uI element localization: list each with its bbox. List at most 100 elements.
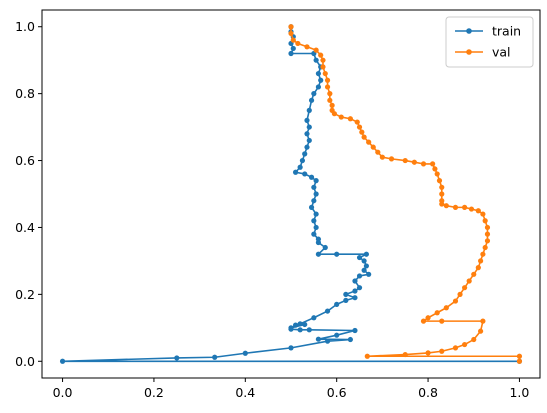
- point-train-11: [306, 327, 312, 333]
- point-val-8: [471, 336, 477, 343]
- point-train-51: [297, 164, 303, 170]
- point-train-15: [302, 321, 308, 328]
- point-train-63: [318, 77, 324, 83]
- point-val-49: [370, 144, 376, 150]
- point-train-20: [334, 301, 340, 307]
- point-train-29: [361, 267, 367, 273]
- point-train-56: [304, 131, 310, 137]
- x-tick-label-0: 0.0: [53, 385, 73, 400]
- point-val-6: [452, 345, 459, 351]
- point-val-13: [425, 315, 431, 321]
- point-val-43: [420, 161, 427, 167]
- y-tick-label-0: 0.0: [15, 354, 35, 369]
- point-train-49: [302, 171, 308, 177]
- point-train-25: [356, 285, 363, 291]
- point-val-4: [425, 350, 431, 356]
- point-val-51: [361, 134, 367, 140]
- point-train-44: [311, 198, 317, 204]
- point-val-19: [466, 278, 472, 284]
- point-train-42: [313, 211, 319, 217]
- point-train-19: [324, 308, 331, 314]
- point-train-16: [288, 325, 294, 331]
- point-val-14: [434, 310, 440, 316]
- point-train-17: [297, 321, 303, 327]
- point-train-2: [174, 355, 180, 361]
- series-layer: [59, 24, 523, 364]
- point-train-18: [311, 315, 317, 321]
- y-tick-label-5: 1.0: [15, 19, 35, 34]
- point-train-35: [315, 251, 322, 257]
- point-train-50: [292, 169, 299, 175]
- x-tick-label-2: 0.4: [235, 385, 255, 400]
- point-val-27: [484, 224, 491, 231]
- point-val-47: [379, 154, 385, 160]
- point-val-44: [411, 159, 417, 165]
- point-train-38: [315, 236, 322, 242]
- point-train-62: [315, 84, 322, 90]
- point-train-60: [308, 97, 315, 103]
- point-val-21: [475, 265, 481, 271]
- point-val-71: [290, 37, 296, 43]
- point-train-43: [308, 204, 315, 210]
- point-train-64: [315, 70, 322, 77]
- point-train-8: [315, 336, 322, 342]
- point-train-10: [352, 327, 358, 334]
- point-val-73: [288, 24, 294, 30]
- y-tick-label-1: 0.2: [15, 287, 35, 302]
- point-val-29: [480, 211, 486, 217]
- point-val-52: [359, 129, 365, 135]
- legend-marker-val: [466, 49, 472, 55]
- point-val-38: [439, 184, 445, 190]
- point-val-37: [439, 191, 445, 197]
- point-val-31: [468, 206, 475, 212]
- point-train-34: [334, 251, 340, 257]
- point-val-23: [480, 251, 486, 257]
- point-val-2: [364, 353, 370, 359]
- point-train-41: [311, 218, 317, 224]
- point-val-56: [338, 114, 344, 120]
- point-train-40: [313, 224, 319, 231]
- point-train-23: [343, 291, 349, 297]
- point-val-69: [304, 44, 310, 50]
- point-val-17: [457, 291, 463, 297]
- x-tick-label-1: 0.2: [144, 385, 164, 400]
- point-train-53: [302, 151, 308, 157]
- x-tick-label-5: 1.0: [509, 385, 529, 400]
- x-axis: 0.0 0.2 0.4 0.6 0.8 1.0: [53, 378, 529, 400]
- point-val-28: [482, 218, 488, 224]
- point-train-33: [363, 251, 369, 257]
- point-train-6: [324, 338, 331, 344]
- series-train: [59, 24, 523, 364]
- y-tick-label-3: 0.6: [15, 153, 35, 168]
- point-val-9: [478, 328, 484, 334]
- point-val-65: [320, 64, 326, 70]
- legend-label-val: val: [492, 45, 511, 60]
- point-train-61: [311, 91, 317, 97]
- point-train-36: [322, 244, 328, 251]
- point-val-53: [356, 124, 363, 130]
- point-train-26: [352, 278, 358, 284]
- point-val-54: [354, 119, 360, 125]
- point-val-61: [327, 91, 333, 97]
- y-tick-label-2: 0.4: [15, 220, 35, 235]
- point-train-1: [59, 358, 66, 364]
- point-train-48: [308, 174, 315, 180]
- x-tick-label-3: 0.6: [327, 385, 347, 400]
- point-val-68: [313, 47, 319, 53]
- point-val-5: [439, 348, 445, 354]
- point-train-59: [306, 107, 312, 113]
- point-train-69: [290, 45, 296, 52]
- point-train-68: [288, 50, 294, 57]
- point-train-9: [334, 332, 340, 338]
- point-train-39: [311, 231, 317, 237]
- point-val-16: [452, 298, 459, 304]
- point-val-41: [432, 166, 438, 172]
- point-val-26: [484, 231, 491, 237]
- point-val-72: [288, 30, 294, 37]
- point-val-15: [443, 305, 449, 311]
- point-val-42: [430, 161, 436, 167]
- point-train-27: [356, 273, 363, 279]
- point-val-3: [402, 351, 408, 358]
- point-train-14: [292, 322, 299, 328]
- point-val-67: [318, 52, 324, 58]
